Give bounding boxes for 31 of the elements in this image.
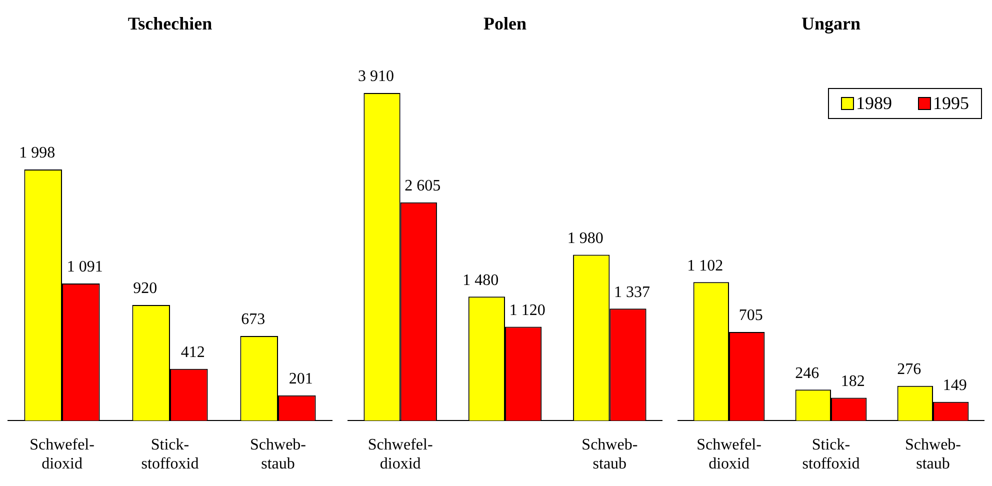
data-label: 1 102 — [687, 257, 724, 274]
data-label: 276 — [897, 361, 922, 378]
data-label: 1 480 — [462, 272, 499, 289]
x-tick-label: Schwefel- dioxid — [368, 436, 433, 473]
data-label: 1 998 — [19, 144, 56, 162]
legend-label: 1989 — [856, 93, 892, 114]
data-label: 246 — [795, 364, 820, 382]
data-label: 412 — [180, 344, 205, 362]
data-label: 3 910 — [358, 68, 394, 86]
data-label: 1 980 — [567, 230, 604, 247]
x-tick-label: Schwefel- dioxid — [696, 436, 762, 473]
x-tick-label: Stick- stoffoxid — [141, 436, 199, 473]
data-label: 1 120 — [509, 302, 546, 319]
data-label: 920 — [133, 280, 158, 298]
chart-title: Ungarn — [801, 13, 861, 34]
data-label: 149 — [942, 377, 967, 394]
x-tick-label: Schweb- staub — [582, 436, 638, 473]
legend-label: 1995 — [933, 93, 969, 114]
x-tick-label: Stick- stoffoxid — [802, 436, 860, 473]
data-label: 1 091 — [66, 258, 103, 276]
data-label: 2 605 — [404, 178, 441, 195]
x-tick-label: Schweb- staub — [250, 436, 306, 473]
data-label: 201 — [288, 370, 313, 388]
chart-title: Tschechien — [128, 13, 212, 34]
data-label: 673 — [241, 311, 266, 328]
x-tick-label: Schweb- staub — [905, 436, 961, 473]
data-label: 1 337 — [614, 284, 650, 301]
data-label: 705 — [738, 307, 763, 324]
data-label: 182 — [840, 372, 865, 390]
chart-title: Polen — [484, 13, 526, 34]
x-tick-label: Schwefel- dioxid — [30, 436, 94, 473]
